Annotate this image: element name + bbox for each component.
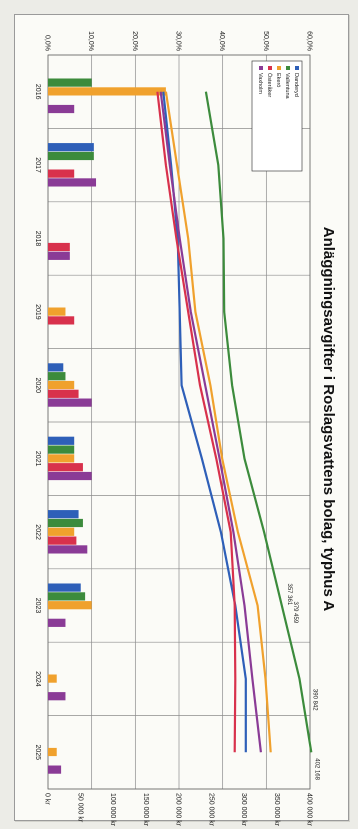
bar-vaxholm xyxy=(48,471,92,481)
line-ekerö xyxy=(164,91,272,753)
bar-ekerö xyxy=(48,747,57,757)
legend-label: Danderyd xyxy=(293,73,299,97)
bar-vallentuna xyxy=(48,372,66,381)
legend-swatch xyxy=(259,66,263,70)
bar-ekerö xyxy=(48,527,75,536)
x-tick-label: 2019 xyxy=(34,304,41,320)
bar-österåker xyxy=(48,242,70,252)
y-right-tick-label: 400 000 kr xyxy=(306,793,313,827)
x-tick-label: 2021 xyxy=(34,451,41,467)
y-left-tick-label: 40,0% xyxy=(218,31,225,51)
y-left-tick-label: 50,0% xyxy=(262,31,269,51)
bar-österåker xyxy=(48,169,75,178)
bar-ekerö xyxy=(48,380,75,390)
bar-österåker xyxy=(48,389,79,398)
bar-danderyd xyxy=(48,583,81,592)
legend-label: Vaxholm xyxy=(257,73,263,94)
y-right-tick-label: 350 000 kr xyxy=(273,793,280,827)
legend-label: Vallentuna xyxy=(284,73,290,100)
x-tick-label: 2024 xyxy=(34,671,41,687)
bar-danderyd xyxy=(48,510,79,519)
bar-österåker xyxy=(47,463,83,472)
legend-box xyxy=(251,60,303,172)
y-left-tick-label: 20,0% xyxy=(131,31,138,51)
bar-vallentuna xyxy=(48,151,94,161)
bar-ekerö xyxy=(48,601,92,610)
y-left-tick-label: 60,0% xyxy=(306,31,313,51)
bar-vallentuna xyxy=(48,78,92,87)
bar-ekerö xyxy=(48,454,75,463)
y-right-tick-label: 0 kr xyxy=(44,793,51,805)
y-left-tick-label: 10,0% xyxy=(87,31,94,51)
chart-rotated-group: 0,0% 10,0% 20,0% 30,0% 40,0% 50,0% 60,0% 0 kr 50… xyxy=(34,31,337,827)
legend-label: Ekerö xyxy=(275,73,281,87)
x-tick-label: 2022 xyxy=(34,524,41,540)
bar-danderyd xyxy=(48,436,75,445)
data-label: 390 842 xyxy=(312,689,318,711)
line-vaxholm xyxy=(159,91,262,753)
bar-österåker xyxy=(48,316,75,325)
y-right-tick-label: 50 000 kr xyxy=(76,793,83,823)
line-vallentuna xyxy=(204,91,313,753)
data-label: 357 361 xyxy=(286,584,292,606)
data-label: 379 459 xyxy=(292,602,298,624)
bar-vaxholm xyxy=(48,104,75,114)
bar-danderyd xyxy=(48,143,94,152)
bar-ekerö xyxy=(48,674,57,683)
y-right-tick-label: 150 000 kr xyxy=(142,793,149,827)
y-right-tick-label: 300 000 kr xyxy=(240,793,247,827)
bar-vaxholm xyxy=(47,545,88,554)
bar-vaxholm xyxy=(48,765,62,774)
y-right-tick-label: 250 000 kr xyxy=(207,793,214,827)
bar-vallentuna xyxy=(48,592,86,601)
bar-ekerö xyxy=(47,87,166,96)
legend-swatch xyxy=(286,66,290,70)
y-right-tick-label: 100 000 kr xyxy=(109,793,116,827)
bar-österåker xyxy=(47,536,77,545)
bar-vaxholm xyxy=(48,692,66,701)
legend-swatch xyxy=(295,66,299,70)
plot-area-border xyxy=(47,54,311,790)
x-tick-label: 2018 xyxy=(34,231,41,247)
bar-vaxholm xyxy=(48,398,92,407)
x-tick-label: 2017 xyxy=(34,157,41,173)
data-label: 402 168 xyxy=(313,758,319,780)
x-tick-label: 2025 xyxy=(34,745,41,761)
chart-title: Anläggningsavgifter i Roslagsvattens bol… xyxy=(320,227,337,612)
bar-vallentuna xyxy=(47,518,83,528)
y-left-tick-label: 30,0% xyxy=(175,31,182,51)
line-österåker xyxy=(156,91,237,753)
legend-swatch xyxy=(268,66,272,70)
bar-vaxholm xyxy=(48,178,97,187)
legend-swatch xyxy=(277,66,281,70)
x-tick-label: 2016 xyxy=(34,84,41,100)
x-tick-label: 2020 xyxy=(34,378,41,394)
legend-label: Österåker xyxy=(266,73,273,97)
y-right-tick-label: 200 000 kr xyxy=(175,793,182,827)
bar-danderyd xyxy=(47,363,64,372)
y-left-tick-label: 0,0% xyxy=(44,35,51,51)
bar-vaxholm xyxy=(48,618,66,627)
bar-ekerö xyxy=(48,307,66,316)
bar-vallentuna xyxy=(48,445,75,454)
x-tick-label: 2023 xyxy=(34,598,41,614)
bar-vaxholm xyxy=(48,251,70,260)
